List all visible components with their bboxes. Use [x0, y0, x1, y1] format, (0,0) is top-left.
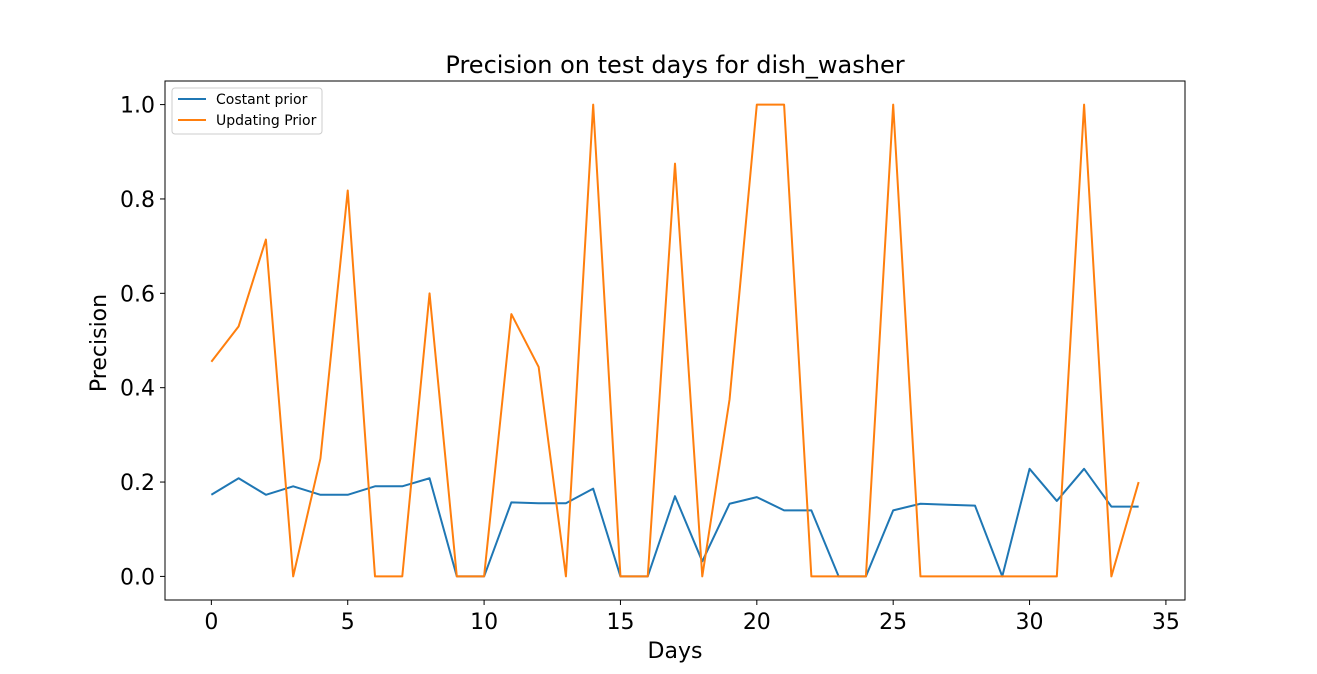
x-tick-label: 0	[204, 610, 218, 635]
plot-frame	[164, 80, 1186, 601]
x-tick-label: 15	[606, 610, 634, 635]
y-tick-label: 0.6	[120, 282, 155, 307]
chart-title: Precision on test days for dish_washer	[445, 51, 904, 79]
x-tick-label: 30	[1016, 610, 1044, 635]
x-tick-label: 10	[470, 610, 498, 635]
legend-label-updating-prior: Updating Prior	[216, 113, 317, 129]
y-tick-label: 1.0	[120, 94, 155, 119]
series-line-costant-prior	[210, 467, 1139, 578]
x-axis-label: Days	[648, 639, 703, 664]
legend-box	[171, 87, 323, 135]
legend-label-constant-prior: Costant prior	[216, 92, 308, 108]
series-line-updating-prior	[210, 103, 1140, 578]
x-axis-ticks: 0 5 10 15 20 25 30 35	[204, 600, 1180, 635]
y-axis-label: Precision	[87, 294, 112, 392]
x-tick-label: 20	[743, 610, 771, 635]
y-axis-ticks: 0.0 0.2 0.4 0.6 0.8 1.0	[120, 94, 165, 590]
y-tick-label: 0.8	[120, 188, 155, 213]
legend: Costant prior Updating Prior	[171, 87, 323, 135]
x-tick-label: 25	[879, 610, 907, 635]
x-tick-label: 35	[1152, 610, 1180, 635]
y-tick-label: 0.2	[120, 471, 155, 496]
series-layer	[210, 103, 1140, 578]
x-tick-label: 5	[341, 610, 355, 635]
y-tick-label: 0.4	[120, 377, 155, 402]
y-tick-label: 0.0	[120, 565, 155, 590]
